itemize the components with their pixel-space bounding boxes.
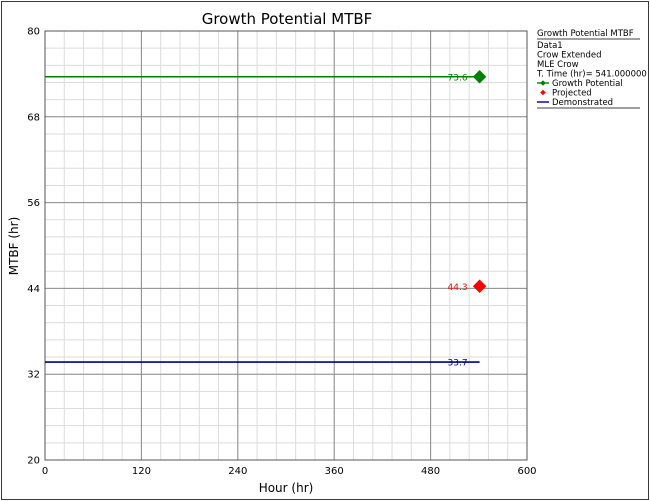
- data-point-marker: [472, 70, 487, 84]
- y-tick-label: 56: [27, 198, 40, 209]
- y-tick-label: 32: [27, 370, 40, 381]
- legend-info-line: MLE Crow: [537, 60, 579, 70]
- legend-entry: Growth Potential: [552, 79, 623, 89]
- y-tick-label: 44: [27, 284, 40, 295]
- legend-info-line: Crow Extended: [537, 51, 601, 61]
- legend-info-line: T. Time (hr)= 541.000000: [536, 70, 647, 80]
- y-axis-label: MTBF (hr): [7, 217, 21, 276]
- x-tick-label: 0: [42, 466, 48, 477]
- plot-border: [44, 30, 528, 461]
- plot-area: [45, 31, 527, 460]
- legend-swatch-marker: [540, 89, 546, 96]
- data-label: 44.3: [448, 283, 468, 293]
- y-tick-label: 68: [27, 112, 40, 123]
- x-tick-label: 360: [325, 466, 344, 477]
- x-axis-label: Hour (hr): [259, 481, 314, 495]
- grid-major: [44, 30, 528, 461]
- chart-title: Growth Potential MTBF: [202, 10, 373, 28]
- x-tick-label: 120: [132, 466, 151, 477]
- legend-entry: Projected: [552, 89, 592, 99]
- y-tick-label: 20: [27, 456, 40, 467]
- series-layer: 73.6 44.3 33.7: [45, 70, 487, 369]
- legend-info-line: Data1: [537, 41, 563, 51]
- data-label: 33.7: [448, 359, 468, 369]
- ticks-layer: 0 120 240 360 480 600 20 32 44 56 68 80: [27, 27, 536, 478]
- y-tick-label: 80: [27, 27, 40, 38]
- data-point-marker: [472, 279, 487, 293]
- x-tick-label: 600: [517, 466, 536, 477]
- plot-background: [45, 31, 527, 460]
- data-label: 73.6: [448, 73, 468, 83]
- legend-entry: Demonstrated: [552, 98, 613, 108]
- x-tick-label: 240: [228, 466, 247, 477]
- legend-title: Growth Potential MTBF: [537, 29, 634, 39]
- x-tick-label: 480: [421, 466, 440, 477]
- legend-swatch-marker: [540, 80, 546, 86]
